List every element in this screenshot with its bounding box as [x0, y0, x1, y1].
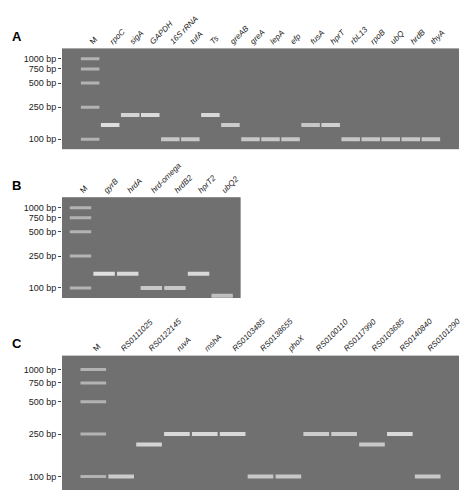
svg-text:100 bp: 100 bp: [29, 472, 57, 482]
svg-text:ubQ: ubQ: [389, 29, 406, 46]
svg-text:lepA: lepA: [268, 28, 286, 46]
svg-text:Ts: Ts: [208, 34, 220, 46]
svg-text:RS0140840: RS0140840: [398, 317, 435, 354]
svg-text:thyA: thyA: [429, 28, 447, 46]
svg-text:750 bp: 750 bp: [29, 213, 57, 223]
svg-text:M: M: [78, 184, 89, 195]
svg-text:RS0100110: RS0100110: [314, 317, 350, 353]
svg-text:RS0101290: RS0101290: [426, 317, 463, 354]
svg-text:RS0103485: RS0103485: [231, 317, 268, 354]
svg-text:100 bp: 100 bp: [29, 283, 57, 293]
svg-text:1000 bp: 1000 bp: [24, 203, 57, 213]
svg-text:500 bp: 500 bp: [29, 227, 57, 237]
svg-text:greAB: greAB: [228, 23, 251, 46]
svg-text:500 bp: 500 bp: [29, 397, 57, 407]
svg-text:rbL13: rbL13: [349, 25, 370, 46]
svg-text:RS0138655: RS0138655: [258, 317, 295, 354]
svg-text:500 bp: 500 bp: [29, 78, 57, 88]
svg-text:hprT: hprT: [329, 27, 348, 46]
svg-text:mshA: mshA: [203, 332, 224, 353]
svg-text:RS0103685: RS0103685: [370, 317, 407, 354]
svg-text:250 bp: 250 bp: [29, 102, 57, 112]
svg-text:greA: greA: [248, 28, 266, 46]
svg-text:A: A: [12, 29, 22, 44]
svg-text:phoX: phoX: [286, 333, 307, 354]
svg-text:750 bp: 750 bp: [29, 378, 57, 388]
svg-text:M: M: [88, 35, 99, 46]
svg-text:750 bp: 750 bp: [29, 64, 57, 74]
svg-text:hrd-omega: hrd-omega: [149, 161, 183, 195]
svg-text:rpoB: rpoB: [369, 27, 388, 46]
svg-text:sigA: sigA: [128, 29, 145, 46]
svg-text:rpoC: rpoC: [108, 27, 127, 46]
svg-text:1000 bp: 1000 bp: [24, 54, 57, 64]
svg-text:fusA: fusA: [308, 28, 326, 46]
svg-text:efp: efp: [288, 31, 303, 46]
svg-text:ruvA: ruvA: [175, 335, 193, 353]
svg-text:RS0111025: RS0111025: [119, 317, 155, 353]
svg-text:RS0117990: RS0117990: [342, 317, 378, 353]
svg-text:250 bp: 250 bp: [29, 251, 57, 261]
svg-text:B: B: [12, 178, 21, 193]
svg-text:1000 bp: 1000 bp: [24, 365, 57, 375]
svg-text:hrdA: hrdA: [126, 177, 144, 195]
svg-text:tufA: tufA: [188, 30, 204, 46]
svg-text:M: M: [91, 342, 102, 353]
svg-text:250 bp: 250 bp: [29, 429, 57, 439]
svg-text:hrdB: hrdB: [409, 27, 428, 46]
svg-text:100 bp: 100 bp: [29, 134, 57, 144]
svg-text:16S rRNA: 16S rRNA: [168, 14, 200, 46]
svg-text:RS0122145: RS0122145: [147, 317, 184, 354]
svg-text:hprT2: hprT2: [196, 173, 218, 195]
svg-text:ubQ2: ubQ2: [220, 174, 241, 195]
svg-text:gyrB: gyrB: [102, 176, 120, 194]
svg-text:hrdB2: hrdB2: [173, 173, 195, 195]
svg-text:C: C: [12, 336, 22, 351]
svg-text:GAPDH: GAPDH: [148, 19, 175, 46]
